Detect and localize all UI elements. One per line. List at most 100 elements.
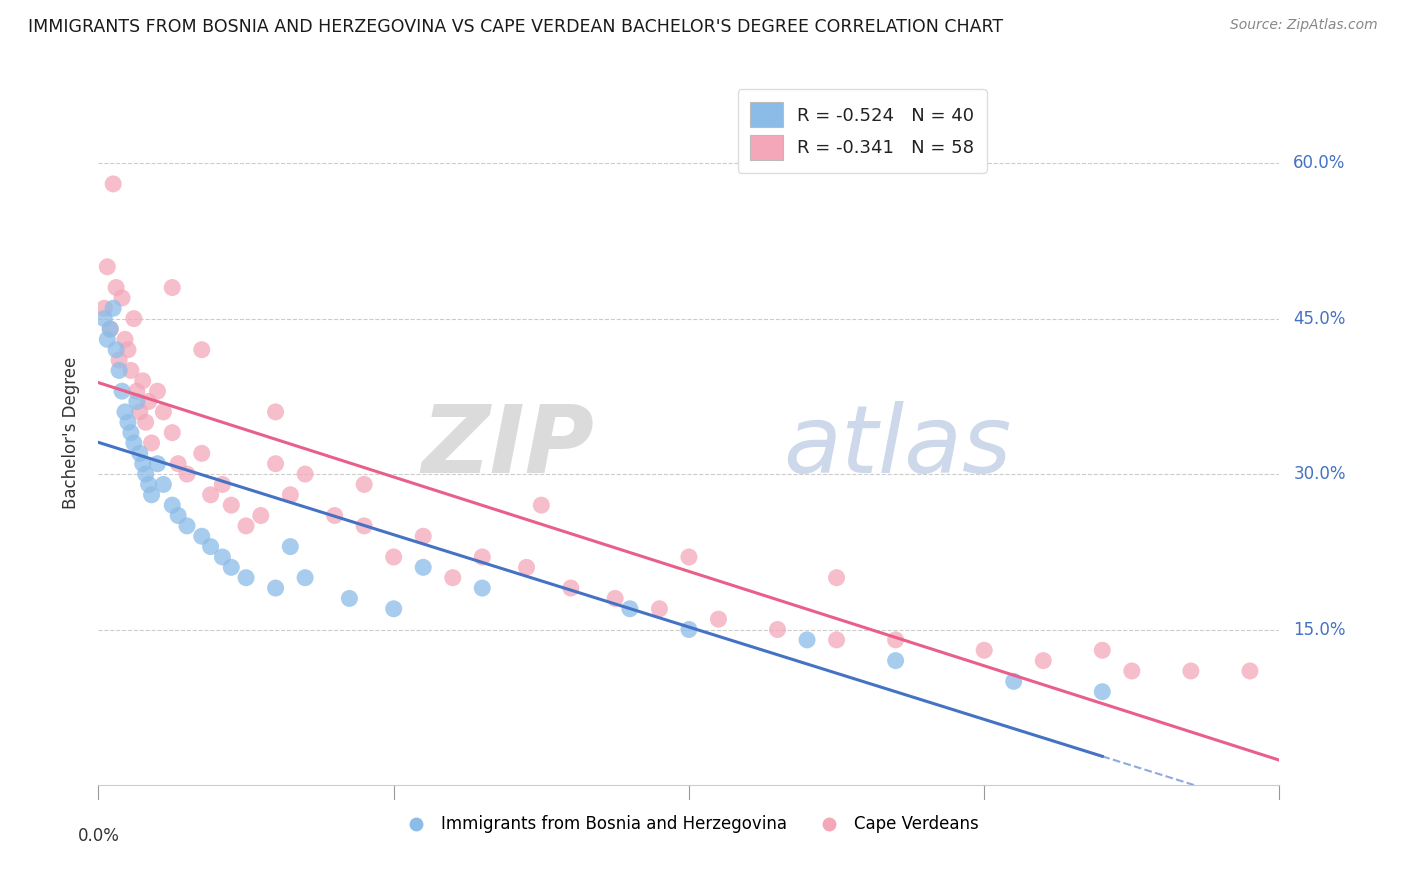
- Point: [132, 457, 155, 471]
- Point: [1239, 664, 1261, 678]
- Point: [1002, 674, 1025, 689]
- Point: [323, 508, 346, 523]
- Point: [825, 632, 848, 647]
- Point: [264, 405, 287, 419]
- Point: [221, 498, 243, 512]
- Point: [294, 467, 316, 481]
- Point: [707, 612, 730, 626]
- Point: [264, 581, 287, 595]
- Point: [412, 560, 434, 574]
- Point: [98, 322, 121, 336]
- Text: atlas: atlas: [783, 401, 1012, 492]
- Point: [250, 508, 273, 523]
- Point: [382, 549, 405, 564]
- Text: IMMIGRANTS FROM BOSNIA AND HERZEGOVINA VS CAPE VERDEAN BACHELOR'S DEGREE CORRELA: IMMIGRANTS FROM BOSNIA AND HERZEGOVINA V…: [28, 18, 1004, 36]
- Point: [191, 446, 214, 460]
- Point: [125, 384, 148, 399]
- Point: [103, 177, 125, 191]
- Point: [471, 549, 494, 564]
- Y-axis label: Bachelor's Degree: Bachelor's Degree: [62, 357, 80, 508]
- Point: [117, 415, 139, 429]
- Point: [648, 601, 671, 615]
- Point: [516, 560, 538, 574]
- Point: [191, 343, 214, 357]
- Point: [152, 477, 174, 491]
- Point: [108, 363, 131, 377]
- Point: [93, 311, 115, 326]
- Point: [111, 384, 134, 399]
- Point: [221, 560, 243, 574]
- Point: [141, 436, 163, 450]
- Point: [382, 601, 405, 615]
- Point: [132, 374, 155, 388]
- Point: [339, 591, 361, 606]
- Point: [235, 571, 257, 585]
- Point: [138, 394, 160, 409]
- Point: [103, 301, 125, 316]
- Point: [162, 280, 183, 294]
- Point: [125, 394, 148, 409]
- Point: [796, 632, 818, 647]
- Point: [176, 467, 198, 481]
- Text: ZIP: ZIP: [422, 401, 595, 492]
- Point: [1091, 684, 1114, 698]
- Point: [105, 280, 128, 294]
- Point: [471, 581, 494, 595]
- Point: [120, 425, 142, 440]
- Point: [122, 311, 145, 326]
- Point: [294, 571, 316, 585]
- Point: [560, 581, 582, 595]
- Point: [141, 488, 163, 502]
- Point: [93, 301, 115, 316]
- Point: [353, 477, 375, 491]
- Point: [211, 549, 233, 564]
- Point: [353, 519, 375, 533]
- Point: [200, 540, 222, 554]
- Point: [117, 343, 139, 357]
- Point: [152, 405, 174, 419]
- Point: [441, 571, 464, 585]
- Point: [1121, 664, 1143, 678]
- Point: [211, 477, 233, 491]
- Point: [280, 540, 302, 554]
- Text: Source: ZipAtlas.com: Source: ZipAtlas.com: [1230, 18, 1378, 32]
- Point: [162, 498, 183, 512]
- Point: [146, 384, 169, 399]
- Point: [530, 498, 553, 512]
- Point: [1091, 643, 1114, 657]
- Point: [98, 322, 121, 336]
- Point: [973, 643, 995, 657]
- Text: 0.0%: 0.0%: [77, 827, 120, 846]
- Point: [280, 488, 302, 502]
- Point: [114, 332, 136, 346]
- Point: [146, 457, 169, 471]
- Point: [1180, 664, 1202, 678]
- Point: [120, 363, 142, 377]
- Point: [1032, 654, 1054, 668]
- Legend: Immigrants from Bosnia and Herzegovina, Cape Verdeans: Immigrants from Bosnia and Herzegovina, …: [392, 809, 986, 840]
- Point: [235, 519, 257, 533]
- Point: [135, 415, 157, 429]
- Point: [678, 549, 700, 564]
- Point: [200, 488, 222, 502]
- Point: [135, 467, 157, 481]
- Point: [167, 508, 190, 523]
- Point: [766, 623, 789, 637]
- Point: [884, 632, 907, 647]
- Point: [264, 457, 287, 471]
- Point: [678, 623, 700, 637]
- Point: [105, 343, 128, 357]
- Point: [167, 457, 190, 471]
- Text: 45.0%: 45.0%: [1294, 310, 1346, 327]
- Point: [96, 332, 118, 346]
- Point: [191, 529, 214, 543]
- Point: [108, 353, 131, 368]
- Point: [605, 591, 627, 606]
- Point: [96, 260, 118, 274]
- Text: 15.0%: 15.0%: [1294, 621, 1346, 639]
- Point: [114, 405, 136, 419]
- Text: 30.0%: 30.0%: [1294, 465, 1346, 483]
- Point: [111, 291, 134, 305]
- Point: [128, 446, 150, 460]
- Point: [176, 519, 198, 533]
